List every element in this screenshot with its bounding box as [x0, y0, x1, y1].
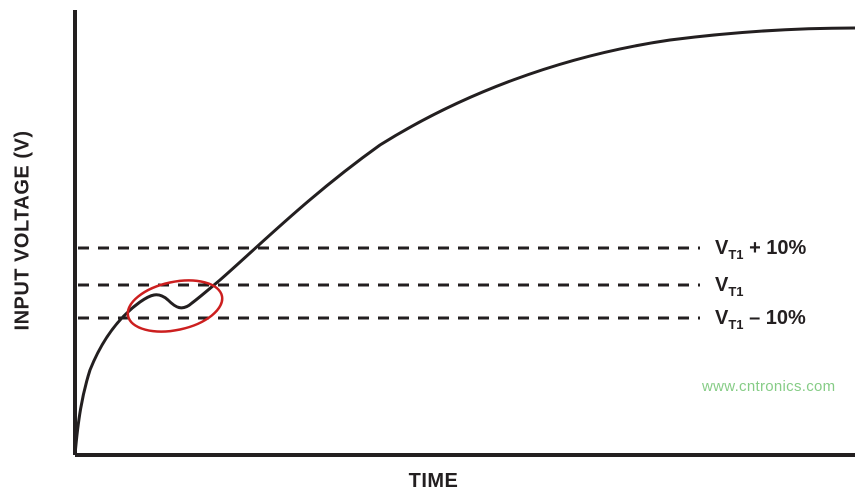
watermark-text: www.cntronics.com: [702, 378, 835, 395]
y-axis-label-text: INPUT VOLTAGE (V): [12, 130, 35, 330]
x-axis-label: TIME: [0, 470, 867, 493]
threshold-label: VT1: [715, 274, 744, 299]
voltage-vs-time-chart: INPUT VOLTAGE (V) TIME VT1 + 10% VT1 VT1 –…: [0, 0, 867, 501]
threshold-label: VT1 – 10%: [715, 307, 806, 332]
y-axis-label: INPUT VOLTAGE (V): [8, 0, 38, 460]
x-axis-label-text: TIME: [409, 470, 459, 492]
threshold-label: VT1 + 10%: [715, 237, 806, 262]
